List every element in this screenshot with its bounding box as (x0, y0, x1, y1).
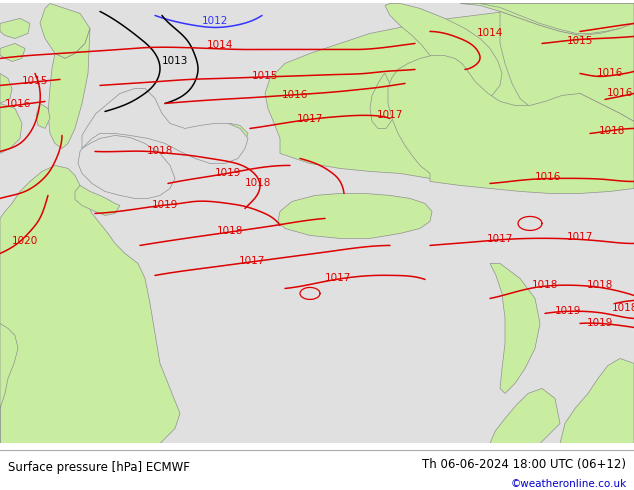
Text: 1019: 1019 (587, 318, 613, 328)
Polygon shape (560, 359, 634, 443)
Polygon shape (78, 135, 175, 198)
Polygon shape (190, 125, 232, 158)
Text: 1017: 1017 (377, 110, 403, 121)
Polygon shape (0, 103, 22, 153)
Text: 1018: 1018 (598, 126, 625, 136)
Text: 1014: 1014 (477, 28, 503, 38)
Text: Surface pressure [hPa] ECMWF: Surface pressure [hPa] ECMWF (8, 461, 190, 474)
Text: 1017: 1017 (487, 234, 513, 245)
Polygon shape (490, 389, 560, 443)
Text: 1018: 1018 (587, 280, 613, 291)
Text: 1018: 1018 (612, 303, 634, 314)
Text: 1014: 1014 (207, 41, 233, 50)
Text: 1017: 1017 (239, 256, 265, 267)
Text: 1019: 1019 (555, 306, 581, 317)
Text: 1019: 1019 (215, 169, 241, 178)
Polygon shape (490, 264, 540, 393)
Polygon shape (0, 74, 12, 103)
Text: 1015: 1015 (252, 72, 278, 81)
Polygon shape (370, 74, 396, 128)
Text: 1016: 1016 (5, 99, 31, 109)
Text: 1016: 1016 (281, 91, 308, 100)
Text: 1016: 1016 (535, 172, 561, 182)
Text: 1016: 1016 (597, 69, 623, 78)
Polygon shape (0, 44, 25, 61)
Text: Th 06-06-2024 18:00 UTC (06+12): Th 06-06-2024 18:00 UTC (06+12) (422, 458, 626, 470)
Text: 1018: 1018 (532, 280, 558, 291)
Polygon shape (75, 185, 120, 216)
Text: 1018: 1018 (217, 226, 243, 237)
Polygon shape (460, 3, 634, 44)
Text: 1012: 1012 (202, 17, 228, 26)
Text: 1017: 1017 (297, 115, 323, 124)
Polygon shape (0, 19, 30, 38)
Polygon shape (82, 88, 248, 164)
Polygon shape (385, 3, 502, 103)
Text: 1018: 1018 (147, 147, 173, 156)
Text: 1015: 1015 (22, 76, 48, 86)
Polygon shape (36, 103, 50, 128)
Polygon shape (0, 323, 18, 443)
Text: 1017: 1017 (567, 232, 593, 243)
Text: ©weatheronline.co.uk: ©weatheronline.co.uk (510, 479, 626, 489)
Polygon shape (278, 194, 432, 239)
Polygon shape (265, 3, 634, 189)
Polygon shape (480, 3, 634, 33)
Text: 1013: 1013 (162, 56, 188, 67)
Polygon shape (411, 69, 426, 85)
Text: 1017: 1017 (325, 273, 351, 283)
Text: 1015: 1015 (567, 36, 593, 47)
Text: 1020: 1020 (12, 237, 38, 246)
Text: 1019: 1019 (152, 200, 178, 210)
Text: 1018: 1018 (245, 178, 271, 189)
Polygon shape (220, 123, 248, 146)
Text: 1016: 1016 (607, 88, 633, 98)
Polygon shape (422, 61, 440, 81)
Polygon shape (40, 3, 90, 58)
Polygon shape (48, 28, 90, 148)
Polygon shape (394, 74, 414, 96)
Polygon shape (0, 166, 180, 443)
Polygon shape (500, 11, 634, 122)
Polygon shape (388, 55, 634, 194)
